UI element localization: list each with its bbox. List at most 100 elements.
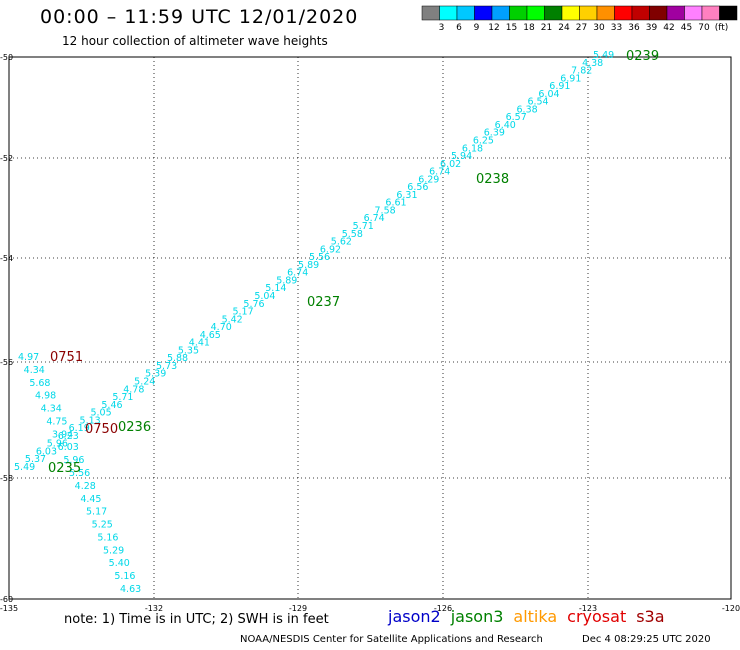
- swh-value: 4.78: [123, 384, 144, 395]
- swh-value: 5.25: [92, 520, 113, 531]
- swh-value: 6.74: [287, 268, 308, 279]
- swh-value: 6.03: [58, 442, 79, 453]
- colorbar-swatch: [579, 5, 598, 21]
- colorbar-label: 45: [681, 23, 692, 33]
- colorbar-label: 9: [474, 23, 480, 33]
- colorbar-label: 39: [646, 23, 658, 33]
- swh-value: 4.98: [35, 391, 56, 402]
- swh-value: 6.74: [364, 213, 385, 224]
- lon-label: -132: [145, 604, 163, 613]
- colorbar-label: 12: [488, 23, 499, 33]
- map-border: [8, 56, 732, 600]
- colorbar-label: 33: [611, 23, 622, 33]
- swh-value: 5.71: [353, 221, 374, 232]
- colorbar-swatch: [474, 5, 493, 21]
- colorbar-label: 70: [698, 23, 710, 33]
- colorbar-swatch: [666, 5, 685, 21]
- colorbar-unit: (ft): [715, 23, 729, 33]
- swh-value: 5.13: [80, 415, 101, 426]
- colorbar-swatch: [544, 5, 563, 21]
- pass-label: 0237: [307, 295, 340, 310]
- swh-value: 6.31: [396, 190, 417, 201]
- swh-value: 6.03: [36, 446, 57, 457]
- swh-value: 5.49: [14, 462, 35, 473]
- swh-value: 5.49: [593, 50, 614, 61]
- lon-label: -126: [434, 604, 452, 613]
- swh-value: 5.94: [451, 151, 472, 162]
- lon-label: -120: [722, 604, 740, 613]
- swh-value: 6.38: [517, 104, 538, 115]
- swh-value: 5.76: [243, 299, 264, 310]
- swh-value: 4.38: [582, 58, 603, 69]
- lat-label: -50: [0, 53, 13, 62]
- colorbar-label: 27: [576, 23, 587, 33]
- swh-value: 5.42: [222, 314, 243, 325]
- satellite-legend: jason2 jason3 altika cryosat s3a: [388, 607, 675, 626]
- swh-value: 4.34: [41, 404, 62, 415]
- lon-label: -135: [0, 604, 18, 613]
- credit-text: NOAA/NESDIS Center for Satellite Applica…: [240, 634, 543, 645]
- swh-value: 4.34: [24, 365, 45, 376]
- swh-value: 4.70: [211, 322, 232, 333]
- swh-value: 6.29: [418, 174, 439, 185]
- timestamp: Dec 4 08:29:25 UTC 2020: [582, 634, 711, 645]
- colorbar-swatch: [719, 5, 738, 21]
- swh-value: 5.96: [63, 455, 84, 466]
- swh-value: 4.63: [120, 584, 141, 595]
- swh-value: 6.91: [549, 81, 570, 92]
- swh-value: 6.91: [560, 73, 581, 84]
- colorbar-swatch: [701, 5, 720, 21]
- swh-value: 6.02: [440, 159, 461, 170]
- swh-value: 7.82: [571, 66, 592, 77]
- credit-line: NOAA/NESDIS Center for Satellite Applica…: [240, 634, 711, 645]
- swh-value: 5.62: [331, 237, 352, 248]
- swh-value: 4.45: [80, 494, 101, 505]
- pass-label: 0750: [85, 422, 118, 437]
- swh-value: 6.57: [506, 112, 527, 123]
- lon-label: -129: [289, 604, 307, 613]
- colorbar-swatch: [614, 5, 633, 21]
- satellite-cryosat: cryosat: [567, 607, 627, 626]
- axis-labels: -50 -52 -54 -56 -58 -60-135 -132 -129 -126 -123 -1…: [0, 53, 740, 613]
- pass-label: 0236: [118, 420, 151, 435]
- colorbar-swatch: [421, 5, 440, 21]
- swh-value: 5.04: [254, 291, 275, 302]
- swh-value: 5.17: [232, 307, 253, 318]
- colorbar-label: 6: [456, 23, 462, 33]
- grid-lines: [9, 57, 731, 599]
- satellite-altika: altika: [513, 607, 558, 626]
- swh-value: 5.14: [265, 283, 286, 294]
- swh-value: 3.94: [52, 429, 73, 440]
- colorbar-label: 42: [663, 23, 674, 33]
- swh-value: 6.04: [538, 89, 559, 100]
- swh-value: 6.56: [407, 182, 428, 193]
- colorbar-swatch: [561, 5, 580, 21]
- swh-value: 5.88: [167, 353, 188, 364]
- swh-value: 5.29: [103, 545, 124, 556]
- satellite-jason2: jason2: [388, 607, 441, 626]
- swh-value: 5.24: [134, 376, 155, 387]
- colorbar-swatch: [456, 5, 475, 21]
- swh-value: 5.68: [29, 378, 50, 389]
- swh-value: 5.96: [47, 439, 68, 450]
- swh-value: 4.75: [46, 416, 67, 427]
- lat-label: -56: [0, 358, 13, 367]
- swh-value: 5.46: [101, 400, 122, 411]
- lat-label: -52: [0, 154, 13, 163]
- swh-value: 5.40: [109, 558, 130, 569]
- lon-label: -123: [579, 604, 597, 613]
- swh-value: 5.35: [178, 345, 199, 356]
- colorbar-swatch: [596, 5, 615, 21]
- colorbar-label: 24: [558, 23, 570, 33]
- swh-value: 6.19: [69, 423, 90, 434]
- swh-value: 5.89: [298, 260, 319, 271]
- swh-value: 5.56: [69, 468, 90, 479]
- swh-value: 6.39: [484, 128, 505, 139]
- map-subtitle: 12 hour collection of altimeter wave hei…: [62, 34, 328, 48]
- pass-label: 0751: [50, 350, 83, 365]
- swh-value: 7.58: [375, 205, 396, 216]
- lat-label: -60: [0, 595, 13, 604]
- swh-value: 6.18: [462, 143, 483, 154]
- colorbar-swatch: [649, 5, 668, 21]
- colorbar-label: 21: [541, 23, 552, 33]
